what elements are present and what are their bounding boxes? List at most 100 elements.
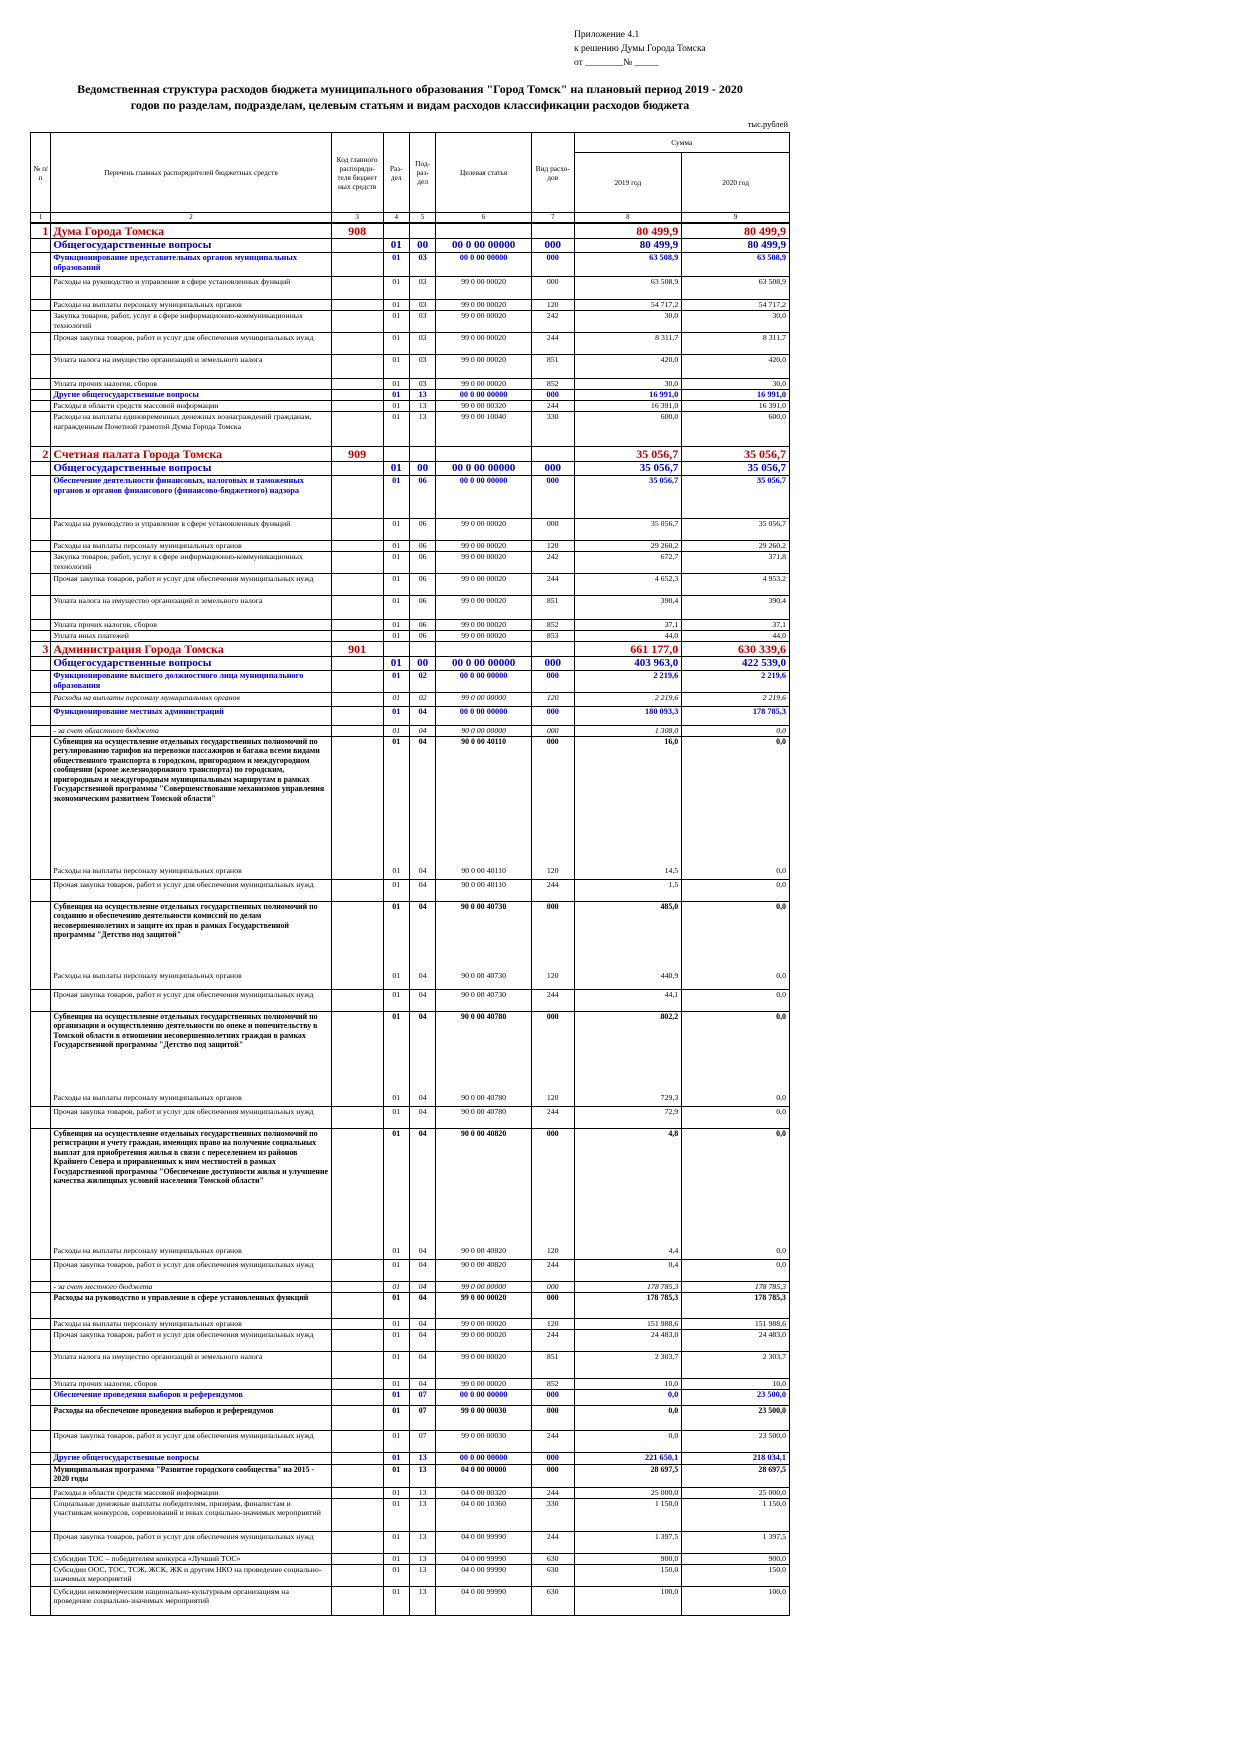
cell-section: 01 xyxy=(382,1329,410,1352)
cell-subsection: 04 xyxy=(408,1318,437,1330)
cell-code xyxy=(330,332,384,355)
cell-code xyxy=(330,1464,384,1488)
cell-subsection: 04 xyxy=(408,1292,437,1319)
table-row: Другие общегосударственные вопросы 01 13 00… xyxy=(29,389,790,401)
cell-kind: 000 xyxy=(530,1452,575,1465)
cell-section: 01 xyxy=(382,461,410,476)
cell-section: 01 xyxy=(382,475,410,519)
cell-num xyxy=(29,1106,52,1129)
cell-code xyxy=(330,1329,384,1352)
cell-subsection: 06 xyxy=(408,595,437,620)
cell-kind: 000 xyxy=(530,252,575,277)
cell-code xyxy=(330,310,384,333)
cell-sum-2019: 178 785,3 xyxy=(573,1281,683,1293)
cell-section: 01 xyxy=(382,1292,410,1319)
cell-kind: 242 xyxy=(530,551,575,574)
cell-code xyxy=(330,573,384,596)
cell-sum-2020: 80 499,9 xyxy=(681,223,790,239)
cell-target xyxy=(435,223,532,239)
cell-target: 04 0 00 99990 xyxy=(435,1531,532,1554)
table-row: Субвенция на осуществление отдельных гос… xyxy=(29,736,790,866)
cell-num xyxy=(29,1329,52,1352)
table-row: Субвенция на осуществление отдельных гос… xyxy=(29,1011,790,1093)
cell-kind: 244 xyxy=(530,1487,575,1499)
cell-sum-2020: 23 500,0 xyxy=(681,1430,790,1453)
cell-code xyxy=(330,1487,384,1499)
cell-section: 01 xyxy=(382,619,410,631)
cell-subsection: 00 xyxy=(408,238,437,253)
table-row: Расходы на выплаты персоналу муниципальн… xyxy=(29,1246,790,1260)
cell-kind: 852 xyxy=(530,619,575,631)
cell-kind: 120 xyxy=(530,1318,575,1330)
cell-num xyxy=(29,573,52,596)
cell-section: 01 xyxy=(382,595,410,620)
cell-section: 01 xyxy=(382,670,410,693)
table-row: Прочая закупка товаров, работ и услуг дл… xyxy=(29,1430,790,1453)
cell-target: 99 0 00 00020 xyxy=(435,1318,532,1330)
cell-target: 99 0 00 00020 xyxy=(435,1378,532,1390)
cell-section: 01 xyxy=(382,692,410,707)
cell-sum-2019: 180 093,3 xyxy=(573,706,683,726)
cell-code xyxy=(330,1259,384,1282)
document-title: Ведомственная структура расходов бюджета… xyxy=(30,81,790,113)
cell-target: 90 0 00 40110 xyxy=(435,866,532,880)
cell-target: 90 0 00 40730 xyxy=(435,971,532,990)
cell-sum-2020: 25 000,0 xyxy=(681,1487,790,1499)
table-row: Субсидии ООС, ТОС, ТСЖ, ЖСК, ЖК и другим… xyxy=(29,1564,790,1587)
cell-num xyxy=(29,411,52,447)
cell-subsection: 03 xyxy=(408,378,437,390)
cell-name: Уплата иных платежей xyxy=(50,630,332,642)
cell-sum-2020: 1 150,0 xyxy=(681,1498,790,1532)
cell-kind: 630 xyxy=(530,1586,575,1616)
cell-name: Прочая закупка товаров, работ и услуг дл… xyxy=(50,573,332,596)
cell-subsection: 04 xyxy=(408,1259,437,1282)
cell-name: Уплата налога на имущество организаций и… xyxy=(50,1351,332,1379)
cell-sum-2019: 44,0 xyxy=(573,630,683,642)
cell-name: Прочая закупка товаров, работ и услуг дл… xyxy=(50,1329,332,1352)
cell-sum-2019: 0,0 xyxy=(573,1389,683,1406)
table-row: Уплата прочих налогов, сборов 01 03 99 0 00… xyxy=(29,378,790,390)
header-index: 3 xyxy=(330,212,384,224)
cell-sum-2020: 0,0 xyxy=(681,1246,790,1260)
cell-target: 99 0 00 00020 xyxy=(435,1292,532,1319)
cell-num xyxy=(29,595,52,620)
cell-name: Уплата прочих налогов, сборов xyxy=(50,1378,332,1390)
table-row: Уплата иных платежей 01 06 99 0 00 00020 853… xyxy=(29,630,790,642)
cell-code xyxy=(330,354,384,379)
cell-section: 01 xyxy=(382,971,410,990)
cell-sum-2019: 1 397,5 xyxy=(573,1531,683,1554)
cell-sum-2019: 900,0 xyxy=(573,1553,683,1565)
cell-sum-2019: 151 988,6 xyxy=(573,1318,683,1330)
cell-target: 00 0 00 00000 xyxy=(435,1452,532,1465)
cell-subsection xyxy=(408,223,437,239)
table-row: Уплата прочих налогов, сборов 01 06 99 0 00… xyxy=(29,619,790,631)
cell-section: 01 xyxy=(382,378,410,390)
cell-sum-2019: 485,0 xyxy=(573,901,683,971)
cell-sum-2020: 371,8 xyxy=(681,551,790,574)
table-row: Расходы в области средств массовой инфор… xyxy=(29,400,790,412)
cell-subsection: 07 xyxy=(408,1430,437,1453)
cell-sum-2020: 80 499,9 xyxy=(681,238,790,253)
table-row: Общегосударственные вопросы 01 00 00 0 00 0… xyxy=(29,461,790,476)
cell-subsection: 04 xyxy=(408,1106,437,1129)
cell-section: 01 xyxy=(382,1246,410,1260)
cell-sum-2020: 0,0 xyxy=(681,1093,790,1107)
cell-sum-2019: 4,4 xyxy=(573,1246,683,1260)
cell-sum-2020: 63 508,9 xyxy=(681,276,790,300)
table-row: 2 Счетная палата Города Томска 909 35 056,7… xyxy=(29,446,790,462)
cell-num xyxy=(29,866,52,880)
cell-subsection: 04 xyxy=(408,1378,437,1390)
cell-sum-2019: 729,3 xyxy=(573,1093,683,1107)
cell-kind: 000 xyxy=(530,1464,575,1488)
cell-section: 01 xyxy=(382,252,410,277)
cell-kind: 120 xyxy=(530,1246,575,1260)
cell-code: 908 xyxy=(330,223,384,239)
cell-sum-2020: 37,1 xyxy=(681,619,790,631)
cell-kind: 330 xyxy=(530,1498,575,1532)
table-row: Расходы на обеспечение проведения выборо… xyxy=(29,1405,790,1431)
cell-target: 00 0 00 00000 xyxy=(435,238,532,253)
cell-name: Общегосударственные вопросы xyxy=(50,461,332,476)
cell-name: Субвенция на осуществление отдельных гос… xyxy=(50,901,332,971)
table-row: Прочая закупка товаров, работ и услуг дл… xyxy=(29,989,790,1012)
cell-section: 01 xyxy=(382,354,410,379)
